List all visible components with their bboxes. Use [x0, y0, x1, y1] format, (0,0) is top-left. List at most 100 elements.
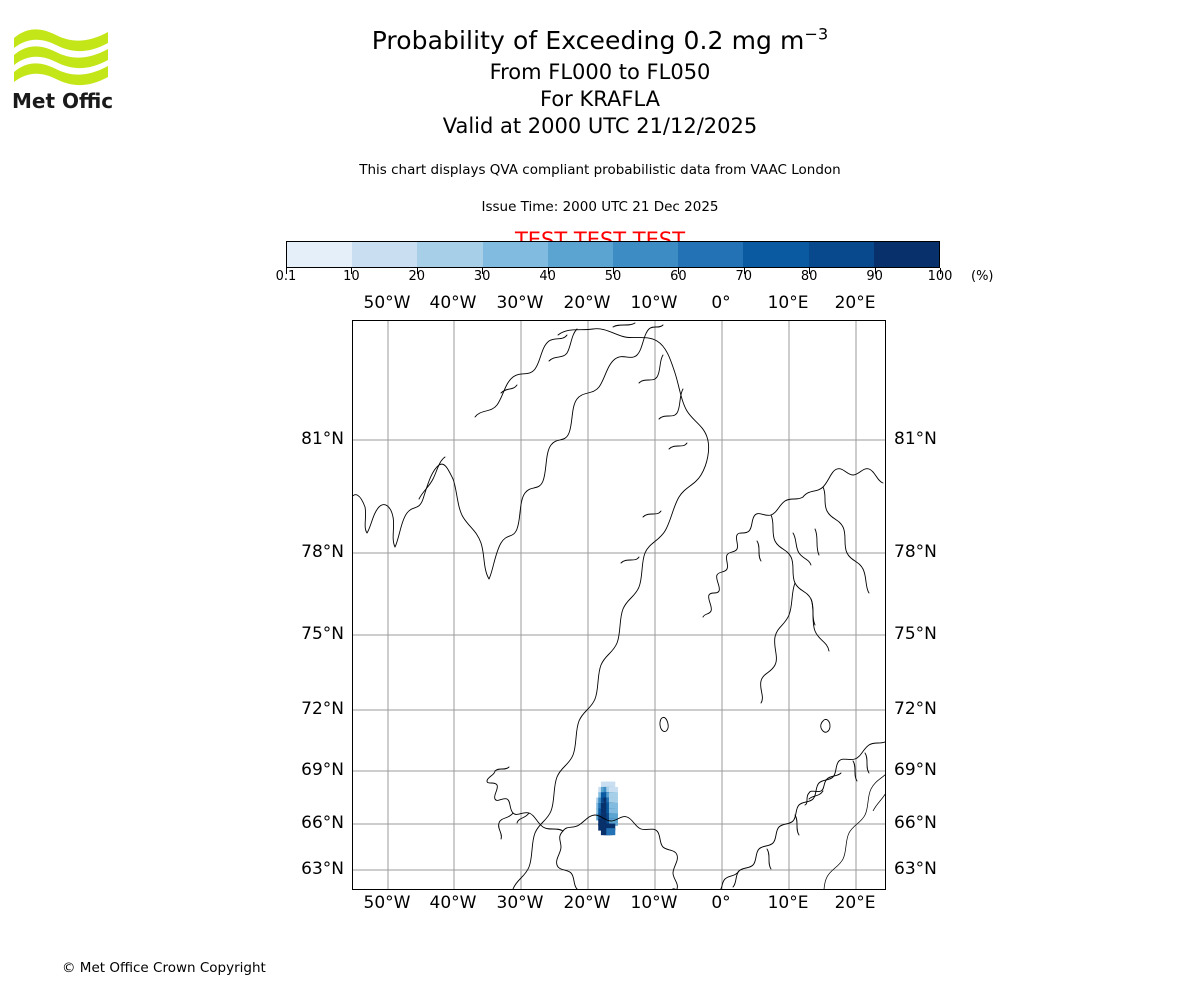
- plume-cell: [608, 813, 618, 821]
- latitude-tick-label: 66°N: [894, 813, 937, 833]
- title-exponent: −3: [804, 24, 829, 44]
- title-valid-time: Valid at 2000 UTC 21/12/2025: [442, 114, 758, 138]
- colorbar-tick-label: 20: [408, 269, 426, 284]
- colorbar-unit-label: (%): [971, 269, 994, 284]
- colorbar-segment-7: [743, 242, 809, 267]
- colorbar-segment-0: [287, 242, 353, 267]
- latitude-tick-label: 81°N: [894, 429, 937, 449]
- colorbar-ticks: [286, 268, 941, 276]
- colorbar-segment-9: [873, 242, 940, 267]
- copyright-text: © Met Office Crown Copyright: [62, 960, 266, 976]
- map-graphic: [353, 321, 885, 889]
- colorbar-tick-label: 10: [343, 269, 360, 284]
- longitude-tick-label: 0°: [711, 293, 731, 313]
- plume-cell: [608, 786, 618, 794]
- plume-cell: [608, 808, 618, 816]
- ash-probability-plume: [596, 781, 618, 836]
- colorbar-tick: [874, 268, 876, 274]
- latitude-tick-label: 72°N: [894, 699, 937, 719]
- colorbar-segment-3: [482, 242, 548, 267]
- logo-text: Met Office: [12, 89, 112, 113]
- plume-cell: [606, 828, 616, 836]
- colorbar-segment-1: [352, 242, 418, 267]
- met-office-logo: Met Office: [12, 18, 112, 113]
- issue-time: Issue Time: 2000 UTC 21 Dec 2025: [481, 199, 719, 215]
- colorbar-segment-6: [678, 242, 744, 267]
- colorbar-tick: [809, 268, 811, 274]
- colorbar-tick-labels: 0.1 10 20 30 40 50 60 70 80 90 100: [0, 269, 1200, 289]
- latitude-tick-label: 69°N: [301, 760, 344, 780]
- latitude-tick-label: 69°N: [894, 760, 937, 780]
- colorbar-gradient: [286, 241, 940, 268]
- plume-cell: [608, 802, 618, 810]
- longitude-tick-label: 30°W: [496, 293, 544, 313]
- colorbar-tick: [678, 268, 680, 274]
- page-title: Probability of Exceeding 0.2 mg m−3: [0, 0, 1200, 53]
- qva-note: This chart displays QVA compliant probab…: [359, 162, 841, 178]
- longitude-tick-label: 20°W: [563, 893, 611, 913]
- longitude-tick-label: 10°E: [767, 293, 809, 313]
- latitude-tick-label: 78°N: [301, 542, 344, 562]
- colorbar-tick-label: 0.1: [275, 269, 297, 284]
- colorbar-tick-label: 80: [800, 269, 818, 284]
- latitude-tick-label: 75°N: [301, 624, 344, 644]
- latitude-labels-left: 81°N 78°N 75°N 72°N 69°N 66°N 63°N: [0, 0, 344, 1000]
- colorbar-tick-label: 30: [473, 269, 491, 284]
- plume-cell: [606, 823, 616, 831]
- colorbar: [286, 241, 940, 268]
- colorbar-tick: [613, 268, 614, 274]
- longitude-tick-label: 30°W: [496, 893, 544, 913]
- latitude-tick-label: 75°N: [894, 624, 937, 644]
- latitude-labels-right: 81°N 78°N 75°N 72°N 69°N 66°N 63°N: [894, 0, 1094, 1000]
- colorbar-tick-label: 90: [866, 269, 883, 284]
- latitude-tick-label: 63°N: [894, 859, 937, 879]
- colorbar-tick: [547, 268, 549, 274]
- title-volcano: For KRAFLA: [540, 87, 660, 111]
- longitude-labels-top: 50°W 40°W 30°W 20°W 10°W 0° 10°E 20°E: [0, 293, 1200, 315]
- longitude-tick-label: 10°W: [630, 893, 678, 913]
- colorbar-tick-label: 100: [927, 269, 953, 284]
- longitude-tick-label: 40°W: [429, 293, 477, 313]
- meridian-gridlines: [387, 321, 857, 889]
- longitude-tick-label: 10°E: [767, 893, 809, 913]
- longitude-tick-label: 20°E: [834, 293, 876, 313]
- colorbar-segment-5: [613, 242, 679, 267]
- colorbar-tick: [940, 268, 941, 274]
- latitude-tick-label: 66°N: [301, 813, 344, 833]
- longitude-tick-label: 20°W: [563, 293, 611, 313]
- colorbar-tick: [743, 268, 745, 274]
- plume-cell: [608, 797, 618, 805]
- colorbar-tick-label: 50: [604, 269, 622, 284]
- longitude-tick-label: 20°E: [834, 893, 876, 913]
- colorbar-tick: [286, 268, 287, 274]
- longitude-tick-label: 40°W: [429, 893, 477, 913]
- map-plot-area: [352, 320, 886, 890]
- plume-cell: [608, 792, 618, 800]
- parallel-gridlines: [353, 439, 885, 871]
- colorbar-segment-2: [417, 242, 483, 267]
- logo-graphic: Met Office: [12, 29, 112, 113]
- colorbar-tick-label: 70: [735, 269, 753, 284]
- latitude-tick-label: 78°N: [894, 542, 937, 562]
- colorbar-tick: [416, 268, 418, 274]
- plume-cell: [608, 818, 618, 826]
- longitude-tick-label: 50°W: [363, 893, 411, 913]
- longitude-tick-label: 10°W: [630, 293, 678, 313]
- latitude-tick-label: 72°N: [301, 699, 344, 719]
- title-main-text: Probability of Exceeding 0.2 mg m: [371, 26, 805, 55]
- colorbar-tick: [482, 268, 484, 274]
- plume-cell: [606, 781, 616, 789]
- colorbar-tick-label: 40: [539, 269, 556, 284]
- longitude-tick-label: 50°W: [363, 293, 411, 313]
- coastlines: [353, 322, 885, 889]
- latitude-tick-label: 63°N: [301, 859, 344, 879]
- colorbar-tick: [351, 268, 353, 274]
- longitude-tick-label: 0°: [711, 893, 731, 913]
- latitude-tick-label: 81°N: [301, 429, 344, 449]
- colorbar-segment-8: [808, 242, 874, 267]
- colorbar-tick-label: 60: [670, 269, 687, 284]
- title-block: Probability of Exceeding 0.2 mg m−3 From…: [0, 0, 1200, 252]
- longitude-labels-bottom: 50°W 40°W 30°W 20°W 10°W 0° 10°E 20°E: [0, 893, 1200, 915]
- title-flight-levels: From FL000 to FL050: [489, 60, 711, 84]
